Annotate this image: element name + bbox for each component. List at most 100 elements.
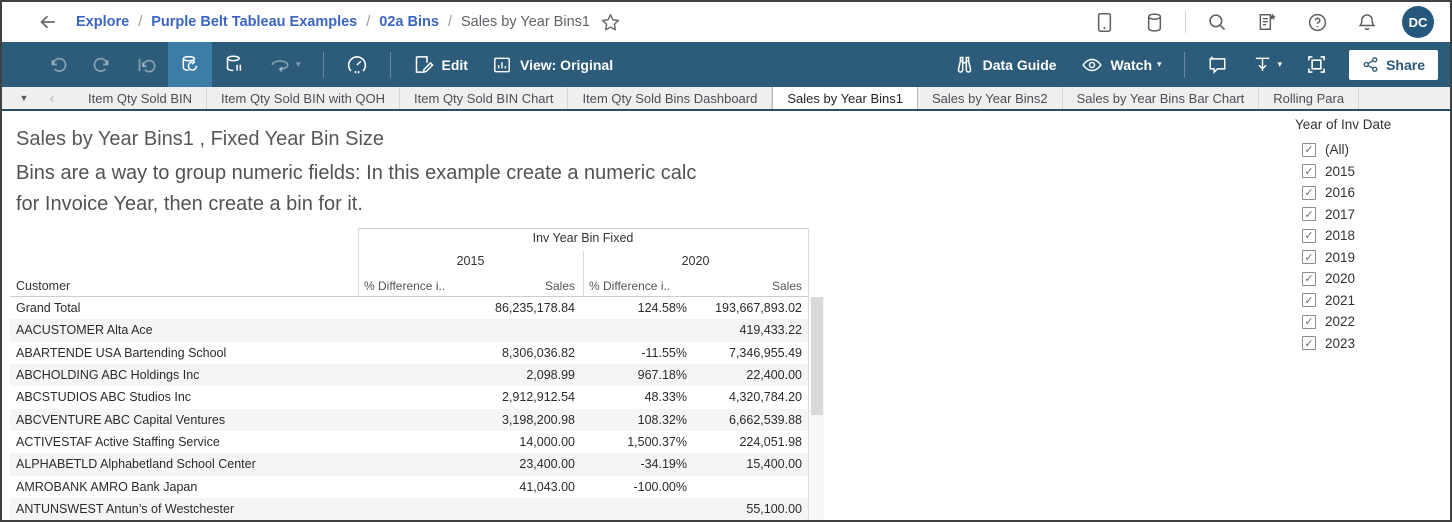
checkbox-checked-icon[interactable]: ✓ bbox=[1302, 185, 1316, 200]
value-cell[interactable] bbox=[358, 431, 470, 453]
table-row[interactable]: AACUSTOMER Alta Ace 419,433.22 bbox=[10, 319, 808, 342]
filter-option[interactable]: ✓ 2018 bbox=[1295, 225, 1445, 247]
checkbox-checked-icon[interactable]: ✓ bbox=[1302, 207, 1316, 222]
value-cell[interactable]: 2,912,912.54 bbox=[502, 390, 575, 405]
value-cell[interactable]: 124.58% bbox=[637, 301, 687, 315]
worksheet-tab[interactable]: Sales by Year Bins2 bbox=[917, 87, 1063, 109]
worksheet-tab[interactable]: Sales by Year Bins Bar Chart bbox=[1062, 87, 1260, 109]
search-icon[interactable] bbox=[1204, 9, 1230, 35]
value-cell[interactable] bbox=[583, 319, 695, 341]
value-cell[interactable] bbox=[583, 498, 695, 520]
filter-option[interactable]: ✓ 2020 bbox=[1295, 268, 1445, 290]
value-cell[interactable]: 15,400.00 bbox=[746, 457, 802, 472]
checkbox-checked-icon[interactable]: ✓ bbox=[1302, 271, 1316, 286]
value-cell[interactable]: 224,051.98 bbox=[739, 435, 802, 450]
value-cell[interactable] bbox=[358, 342, 470, 364]
row-header-customer[interactable]: Customer bbox=[16, 279, 71, 293]
value-cell[interactable] bbox=[358, 476, 470, 498]
auto-update-icon[interactable]: ▾ bbox=[257, 42, 313, 87]
avatar[interactable]: DC bbox=[1402, 6, 1434, 38]
customer-cell[interactable]: ABCVENTURE ABC Capital Ventures bbox=[16, 412, 226, 427]
table-scrollbar[interactable] bbox=[810, 297, 824, 520]
data-guide-button[interactable]: Data Guide bbox=[942, 42, 1069, 87]
filter-option[interactable]: ✓ (All) bbox=[1295, 139, 1445, 161]
breadcrumb-link-project[interactable]: Purple Belt Tableau Examples bbox=[151, 14, 358, 30]
customer-cell[interactable]: ABARTENDE USA Bartending School bbox=[16, 345, 227, 360]
revert-icon[interactable] bbox=[124, 42, 168, 87]
year-header-2015[interactable]: 2015 bbox=[456, 254, 485, 268]
customer-cell[interactable]: AMROBANK AMRO Bank Japan bbox=[16, 479, 198, 494]
favorite-star-icon[interactable] bbox=[600, 12, 621, 33]
value-cell[interactable]: 1,500.37% bbox=[627, 435, 687, 450]
customer-cell[interactable]: ABCSTUDIOS ABC Studios Inc bbox=[16, 390, 192, 405]
value-cell[interactable]: 23,400.00 bbox=[519, 457, 575, 472]
edit-button[interactable]: Edit bbox=[401, 42, 480, 87]
table-row[interactable]: Grand Total 86,235,178.84 124.58% 193,667,8… bbox=[10, 297, 808, 320]
download-icon[interactable]: ▾ bbox=[1240, 42, 1295, 87]
undo-icon[interactable] bbox=[36, 42, 80, 87]
table-row[interactable]: ALPHABETLD Alphabetland School Center 23,… bbox=[10, 453, 808, 476]
table-row[interactable]: ABCVENTURE ABC Capital Ventures 3,198,200… bbox=[10, 408, 808, 432]
value-cell[interactable] bbox=[695, 476, 808, 498]
value-cell[interactable] bbox=[358, 453, 470, 475]
checkbox-checked-icon[interactable]: ✓ bbox=[1302, 293, 1316, 308]
device-icon[interactable] bbox=[1091, 9, 1117, 35]
value-cell[interactable]: 41,043.00 bbox=[519, 479, 575, 494]
watch-button[interactable]: Watch ▾ bbox=[1069, 42, 1174, 87]
checkbox-checked-icon[interactable]: ✓ bbox=[1302, 250, 1316, 265]
table-row[interactable]: ABARTENDE USA Bartending School 8,306,036… bbox=[10, 341, 808, 365]
redo-icon[interactable] bbox=[80, 42, 124, 87]
checkbox-checked-icon[interactable]: ✓ bbox=[1302, 164, 1316, 179]
gauge-icon[interactable] bbox=[334, 42, 380, 87]
scrollbar-thumb[interactable] bbox=[811, 297, 823, 415]
value-cell[interactable]: 6,662,539.88 bbox=[729, 412, 802, 427]
tab-list-dropdown-icon[interactable]: ▼ bbox=[10, 87, 38, 111]
value-cell[interactable]: 4,320,784.20 bbox=[729, 390, 802, 405]
breadcrumb-link-explore[interactable]: Explore bbox=[76, 14, 130, 30]
worksheet-tab[interactable]: Item Qty Sold BIN bbox=[74, 87, 208, 109]
share-button[interactable]: Share bbox=[1349, 49, 1438, 80]
table-row[interactable]: AMROBANK AMRO Bank Japan 41,043.00 -100.00… bbox=[10, 475, 808, 499]
breadcrumb-link-workbook[interactable]: 02a Bins bbox=[379, 14, 439, 30]
table-row[interactable]: ABCHOLDING ABC Holdings Inc 2,098.99 967.1… bbox=[10, 364, 808, 387]
checkbox-checked-icon[interactable]: ✓ bbox=[1302, 142, 1316, 157]
value-cell[interactable]: 193,667,893.02 bbox=[715, 301, 802, 315]
back-arrow-icon[interactable] bbox=[38, 12, 58, 32]
value-cell[interactable] bbox=[358, 319, 470, 341]
value-cell[interactable]: -11.55% bbox=[641, 345, 687, 360]
view-original-button[interactable]: View: Original bbox=[480, 42, 625, 87]
value-cell[interactable]: 7,346,955.49 bbox=[729, 345, 802, 360]
customer-cell[interactable]: ALPHABETLD Alphabetland School Center bbox=[16, 457, 256, 472]
value-cell[interactable]: -34.19% bbox=[640, 457, 687, 472]
value-cell[interactable] bbox=[470, 498, 583, 520]
fullscreen-icon[interactable] bbox=[1294, 42, 1339, 87]
value-cell[interactable]: 22,400.00 bbox=[746, 368, 802, 383]
filter-option[interactable]: ✓ 2015 bbox=[1295, 161, 1445, 183]
measure-header-diff[interactable]: % Difference i.. bbox=[364, 279, 446, 293]
value-cell[interactable] bbox=[470, 319, 583, 341]
customer-cell[interactable]: ANTUNSWEST Antun’s of Westchester bbox=[16, 502, 235, 517]
value-cell[interactable]: 2,098.99 bbox=[526, 368, 575, 383]
value-cell[interactable] bbox=[358, 364, 470, 386]
column-group-header[interactable]: Inv Year Bin Fixed bbox=[532, 231, 634, 245]
customer-cell[interactable]: ACTIVESTAF Active Staffing Service bbox=[16, 435, 220, 450]
table-row[interactable]: ANTUNSWEST Antun’s of Westchester 55,100.… bbox=[10, 498, 808, 521]
filter-option[interactable]: ✓ 2019 bbox=[1295, 247, 1445, 269]
value-cell[interactable]: 86,235,178.84 bbox=[495, 301, 575, 315]
bell-icon[interactable] bbox=[1354, 9, 1380, 35]
filter-option[interactable]: ✓ 2022 bbox=[1295, 311, 1445, 333]
measure-header-diff[interactable]: % Difference i.. bbox=[589, 279, 671, 293]
tab-scroll-left-icon[interactable]: ‹ bbox=[38, 87, 66, 111]
table-row[interactable]: ACTIVESTAF Active Staffing Service 14,000… bbox=[10, 431, 808, 454]
measure-header-sales[interactable]: Sales bbox=[544, 279, 575, 293]
customer-cell[interactable]: Grand Total bbox=[16, 301, 81, 315]
table-row[interactable]: ABCSTUDIOS ABC Studios Inc 2,912,912.54 48… bbox=[10, 386, 808, 409]
refresh-data-icon[interactable] bbox=[168, 42, 212, 87]
value-cell[interactable]: 419,433.22 bbox=[739, 323, 802, 338]
value-cell[interactable] bbox=[358, 297, 470, 319]
filter-option[interactable]: ✓ 2023 bbox=[1295, 333, 1445, 355]
value-cell[interactable]: 108.32% bbox=[637, 412, 687, 427]
value-cell[interactable]: 48.33% bbox=[644, 390, 687, 405]
measure-header-sales[interactable]: Sales bbox=[771, 279, 802, 293]
value-cell[interactable] bbox=[358, 498, 470, 520]
